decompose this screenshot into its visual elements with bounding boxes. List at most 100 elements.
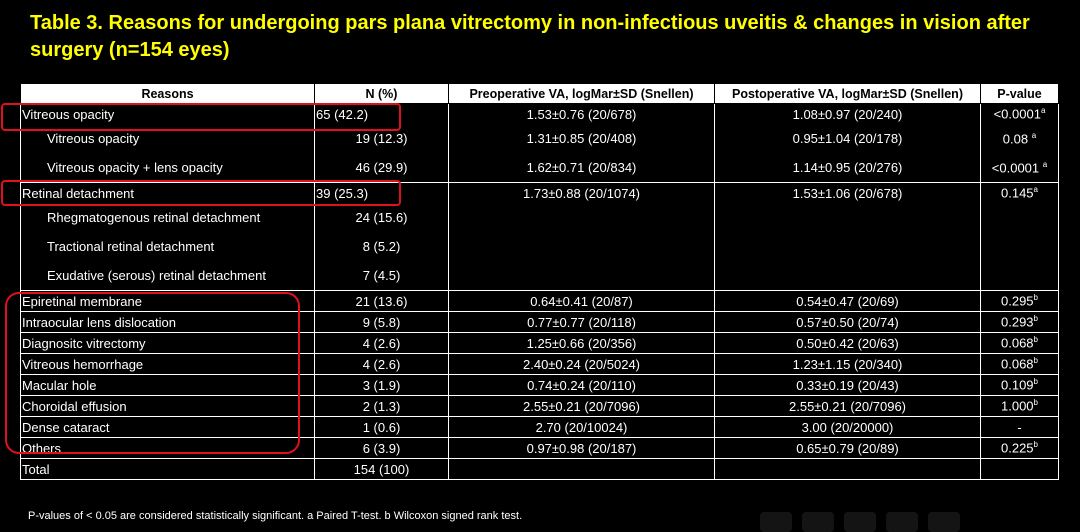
post-va-cell: 0.54±0.47 (20/69) (714, 290, 981, 312)
faded-control-icon (802, 512, 834, 532)
reason-cell: Choroidal effusion (20, 395, 315, 417)
faded-control-icon (928, 512, 960, 532)
p-value-cell: 0.08 a (980, 124, 1059, 153)
faded-control-icon (760, 512, 792, 532)
table-row: Vitreous opacity + lens opacity 46 (29.9… (20, 153, 1059, 183)
p-value-cell (980, 232, 1059, 261)
n-cell: 154 (100) (314, 458, 449, 480)
n-cell: 1 (0.6) (314, 416, 449, 438)
pre-va-cell: 0.77±0.77 (20/118) (448, 311, 715, 333)
p-value-cell: 0.225b (980, 437, 1059, 459)
table-row: Choroidal effusion 2 (1.3) 2.55±0.21 (20… (20, 395, 1059, 417)
reason-cell: Diagnositc vitrectomy (20, 332, 315, 354)
p-value-cell: 1.000b (980, 395, 1059, 417)
highlight-box-retinal-detachment (1, 180, 401, 206)
reason-cell: Total (20, 458, 315, 480)
pre-va-cell: 1.62±0.71 (20/834) (448, 153, 715, 183)
n-cell: 2 (1.3) (314, 395, 449, 417)
pre-va-cell (448, 232, 715, 261)
p-value-cell: 0.109b (980, 374, 1059, 396)
faded-control-icon (886, 512, 918, 532)
post-va-cell: 0.95±1.04 (20/178) (714, 124, 981, 153)
table-row: Tractional retinal detachment 8 (5.2) (20, 232, 1059, 261)
p-value-cell: <0.0001 a (980, 153, 1059, 183)
table-row: Exudative (serous) retinal detachment 7 … (20, 261, 1059, 291)
n-cell: 46 (29.9) (314, 153, 449, 183)
pre-va-cell: 0.97±0.98 (20/187) (448, 437, 715, 459)
n-cell: 4 (2.6) (314, 353, 449, 375)
table-title: Table 3. Reasons for undergoing pars pla… (30, 12, 1030, 61)
n-cell: 8 (5.2) (314, 232, 449, 261)
table-row: Epiretinal membrane 21 (13.6) 0.64±0.41 … (20, 290, 1059, 312)
n-cell: 21 (13.6) (314, 290, 449, 312)
table-row: Rhegmatogenous retinal detachment 24 (15… (20, 203, 1059, 232)
n-cell: 19 (12.3) (314, 124, 449, 153)
highlight-box-vitreous-opacity (1, 103, 401, 131)
post-va-cell: 2.55±0.21 (20/7096) (714, 395, 981, 417)
faded-control-icon (844, 512, 876, 532)
header-p-value: P-value (980, 83, 1059, 104)
pre-va-cell: 1.73±0.88 (20/1074) (448, 182, 715, 203)
pre-va-cell (448, 458, 715, 480)
pre-va-cell: 0.74±0.24 (20/110) (448, 374, 715, 396)
reason-cell: Vitreous opacity (20, 103, 315, 124)
n-cell: 6 (3.9) (314, 437, 449, 459)
reason-cell: Macular hole (20, 374, 315, 396)
reason-cell: Vitreous opacity + lens opacity (20, 153, 315, 183)
reason-cell: Intraocular lens dislocation (20, 311, 315, 333)
reason-cell: Retinal detachment (20, 182, 315, 203)
reason-cell: Rhegmatogenous retinal detachment (20, 203, 315, 232)
header-reasons: Reasons (20, 83, 315, 104)
p-value-cell: 0.295b (980, 290, 1059, 312)
pre-va-cell (448, 261, 715, 291)
table-row: Macular hole 3 (1.9) 0.74±0.24 (20/110) … (20, 374, 1059, 396)
reasons-table: Reasons N (%) Preoperative VA, logMar±SD… (20, 83, 1059, 480)
p-value-cell: <0.0001a (980, 103, 1059, 124)
reason-cell: Exudative (serous) retinal detachment (20, 261, 315, 291)
n-cell: 9 (5.8) (314, 311, 449, 333)
reason-cell: Tractional retinal detachment (20, 232, 315, 261)
p-value-cell: - (980, 416, 1059, 438)
table-row: Dense cataract 1 (0.6) 2.70 (20/10024) 3… (20, 416, 1059, 438)
n-cell: 39 (25.3) (314, 182, 449, 203)
table-row: Diagnositc vitrectomy 4 (2.6) 1.25±0.66 … (20, 332, 1059, 354)
header-n: N (%) (314, 83, 449, 104)
post-va-cell (714, 458, 981, 480)
post-va-cell: 0.57±0.50 (20/74) (714, 311, 981, 333)
p-value-cell: 0.293b (980, 311, 1059, 333)
post-va-cell: 0.33±0.19 (20/43) (714, 374, 981, 396)
table-row: Intraocular lens dislocation 9 (5.8) 0.7… (20, 311, 1059, 333)
reason-cell: Vitreous hemorrhage (20, 353, 315, 375)
p-value-cell: 0.068b (980, 332, 1059, 354)
pre-va-cell: 1.31±0.85 (20/408) (448, 124, 715, 153)
reason-cell: Vitreous opacity (20, 124, 315, 153)
reason-cell: Epiretinal membrane (20, 290, 315, 312)
header-preoperative-va: Preoperative VA, logMar±SD (Snellen) (448, 83, 715, 104)
post-va-cell (714, 261, 981, 291)
p-value-cell: 0.145a (980, 182, 1059, 203)
post-va-cell: 3.00 (20/20000) (714, 416, 981, 438)
reason-cell: Dense cataract (20, 416, 315, 438)
pre-va-cell: 0.64±0.41 (20/87) (448, 290, 715, 312)
post-va-cell: 0.50±0.42 (20/63) (714, 332, 981, 354)
n-cell: 7 (4.5) (314, 261, 449, 291)
footnote: P-values of < 0.05 are considered statis… (28, 510, 523, 522)
header-postoperative-va: Postoperative VA, logMar±SD (Snellen) (714, 83, 981, 104)
post-va-cell (714, 203, 981, 232)
p-value-cell (980, 458, 1059, 480)
table-row: Vitreous hemorrhage 4 (2.6) 2.40±0.24 (2… (20, 353, 1059, 375)
table-row: Vitreous opacity 65 (42.2) 1.53±0.76 (20… (20, 103, 1059, 124)
post-va-cell: 1.08±0.97 (20/240) (714, 103, 981, 124)
n-cell: 65 (42.2) (314, 103, 449, 124)
post-va-cell: 1.23±1.15 (20/340) (714, 353, 981, 375)
pre-va-cell: 2.40±0.24 (20/5024) (448, 353, 715, 375)
p-value-cell (980, 261, 1059, 291)
pre-va-cell: 1.25±0.66 (20/356) (448, 332, 715, 354)
table-row: Retinal detachment 39 (25.3) 1.73±0.88 (… (20, 182, 1059, 203)
post-va-cell: 0.65±0.79 (20/89) (714, 437, 981, 459)
table-row: Vitreous opacity 19 (12.3) 1.31±0.85 (20… (20, 124, 1059, 153)
faded-player-controls (760, 512, 1060, 532)
n-cell: 3 (1.9) (314, 374, 449, 396)
table-header-row: Reasons N (%) Preoperative VA, logMar±SD… (20, 83, 1059, 104)
pre-va-cell: 2.55±0.21 (20/7096) (448, 395, 715, 417)
